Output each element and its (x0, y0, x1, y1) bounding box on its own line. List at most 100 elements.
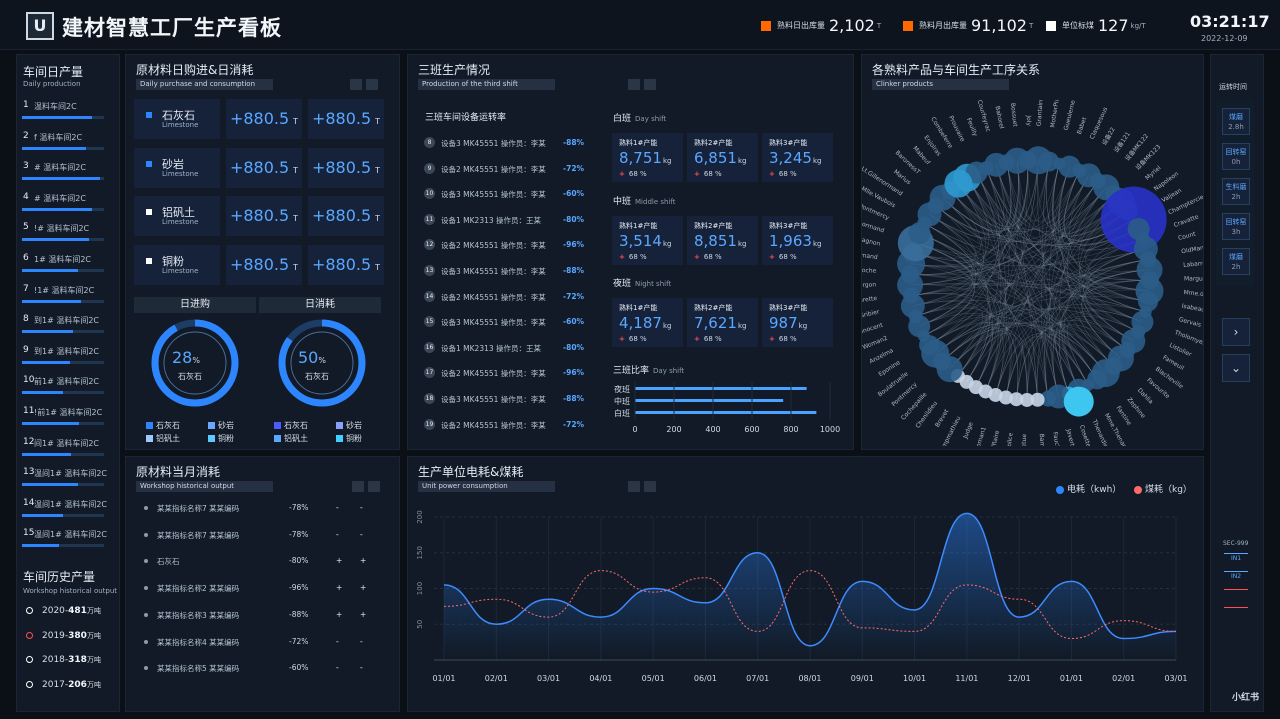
runtime-button[interactable]: 煤磨 2h (1222, 248, 1250, 275)
runtime-button[interactable]: 回转窑 0h (1222, 143, 1250, 170)
relation-link (1052, 163, 1143, 323)
history-year: 2019- (42, 630, 69, 641)
relation-link (967, 177, 1098, 380)
relation-node[interactable] (1038, 151, 1059, 172)
monthly-name: 某某指标名称3 某某编码 (157, 610, 240, 620)
purchase-title: 日进购 (134, 297, 256, 313)
panel-tab-button[interactable] (628, 79, 640, 90)
energy-xtick: 04/01 (589, 674, 612, 683)
relation-link (912, 299, 1114, 367)
relation-link (967, 177, 1059, 397)
panel-tab-button[interactable] (366, 79, 378, 90)
bullet-icon (144, 666, 148, 671)
card-unit: kg (662, 157, 672, 165)
shift-cn: 白班 (613, 114, 632, 124)
panel-tab-button[interactable] (628, 481, 640, 492)
daily-bar-fill (22, 207, 92, 211)
runtime-button[interactable]: 回转窑 3h (1222, 213, 1250, 240)
runtime-title: 运转时间 (1219, 83, 1247, 91)
relation-label: Labarre (1183, 260, 1203, 269)
capacity-card: 熟料2#产能 6,851kg +68 % (687, 133, 758, 182)
relation-link (1043, 161, 1080, 224)
monthly-sign: + (336, 583, 343, 593)
relation-link (995, 170, 1080, 396)
capacity-card: 熟料3#产能 1,963kg +68 % (762, 216, 833, 265)
relation-label: Cosette (1078, 424, 1092, 446)
monthly-name: 某某指标名称7 某某编码 (157, 530, 240, 540)
card-pct-value: 68 % (703, 170, 722, 178)
daily-rank: 13 (23, 467, 35, 478)
relation-label: Perpetue (1020, 434, 1028, 446)
panel-tab-button[interactable] (644, 481, 656, 492)
equip-row: 9 设备2 MK45551 操作员：李某 -72% (422, 161, 592, 179)
energy-chart: 200 150 100 50 01/01 02/01 03/01 04/01 05/01 06/0… (416, 510, 1188, 683)
energy-xtick: 01/01 (1060, 674, 1083, 683)
panel-tab-button[interactable] (350, 79, 362, 90)
relation-link (1005, 329, 1114, 398)
relation-link (1016, 320, 1134, 400)
material-number: +880.5 (229, 157, 290, 177)
energy-xtick: 03/01 (537, 674, 560, 683)
daily-bar-fill (22, 513, 63, 517)
panel-tab-button[interactable] (368, 481, 380, 492)
relation-link (1006, 162, 1038, 400)
consume-gauge-label: 石灰石 (305, 372, 329, 381)
card-pct: +68 % (619, 170, 647, 178)
relation-link (966, 160, 1020, 383)
equip-rate: -80% (563, 342, 585, 352)
material-unit: T (293, 117, 299, 126)
equip-row: 12 设备2 MK45551 操作员：李某 -96% (422, 237, 592, 255)
energy-xtick: 10/01 (903, 674, 926, 683)
equip-row: 14 设备2 MK45551 操作员：李某 -72% (422, 289, 592, 307)
watermark-logo: 小红书 (1232, 693, 1260, 703)
material-value: +880.5 T (308, 244, 384, 285)
panel-tab-button[interactable] (352, 481, 364, 492)
relation-node[interactable] (1030, 392, 1045, 407)
card-value: 3,514kg (619, 232, 671, 250)
relation-label: Listolier (1168, 342, 1193, 359)
relation-node[interactable] (1009, 392, 1024, 407)
relation-link (950, 175, 1090, 233)
next-arrow-icon[interactable]: › (1222, 318, 1250, 346)
energy-xtick: 02/01 (485, 674, 508, 683)
relation-link (919, 190, 984, 327)
relation-node[interactable] (944, 169, 973, 198)
relation-link (923, 197, 983, 247)
relation-node[interactable] (1019, 392, 1034, 407)
plus-icon: + (769, 170, 775, 178)
card-unit: kg (812, 240, 822, 248)
relation-link (910, 269, 1150, 296)
daily-bar-fill (22, 544, 59, 548)
runtime-name: 煤磨 (1229, 113, 1243, 121)
monthly-sign: - (336, 529, 339, 539)
gauges (151, 319, 366, 407)
relation-link (1016, 323, 1128, 400)
down-arrow-icon[interactable]: ⌄ (1222, 354, 1250, 382)
runtime-button[interactable]: 生料磨 2h (1222, 178, 1250, 205)
history-dot-icon (26, 607, 33, 614)
monthly-sign: + (360, 609, 367, 619)
relation-link (915, 307, 1019, 400)
relation-link (1061, 170, 1122, 359)
plus-icon: + (619, 335, 625, 343)
legend-item: 砂岩 (336, 420, 362, 431)
relation-link (941, 323, 1106, 374)
history-unit: 万吨 (86, 656, 101, 664)
signal-alert (1224, 589, 1248, 599)
runtime-button[interactable]: 煤磨 2.8h (1222, 108, 1250, 135)
bullet-icon (144, 586, 148, 591)
daily-row: 13 温间1# 温料车间2C (22, 467, 112, 493)
relation-link (1016, 339, 1024, 400)
relation-link (912, 253, 975, 337)
relation-node[interactable] (1063, 386, 1094, 417)
page-title: 建材智慧工厂生产看板 (62, 16, 282, 40)
signal-in2: IN2 (1224, 571, 1248, 581)
relation-link (975, 194, 1115, 388)
equip-desc: 设备3 MK45551 操作员：李某 (441, 139, 546, 148)
stat-marker-icon (761, 20, 771, 31)
material-value: +880.5 T (308, 196, 384, 236)
card-pct-value: 68 % (703, 253, 722, 261)
monthly-sign: - (360, 636, 363, 646)
panel-tab-button[interactable] (644, 79, 656, 90)
relation-node[interactable] (1040, 390, 1057, 407)
